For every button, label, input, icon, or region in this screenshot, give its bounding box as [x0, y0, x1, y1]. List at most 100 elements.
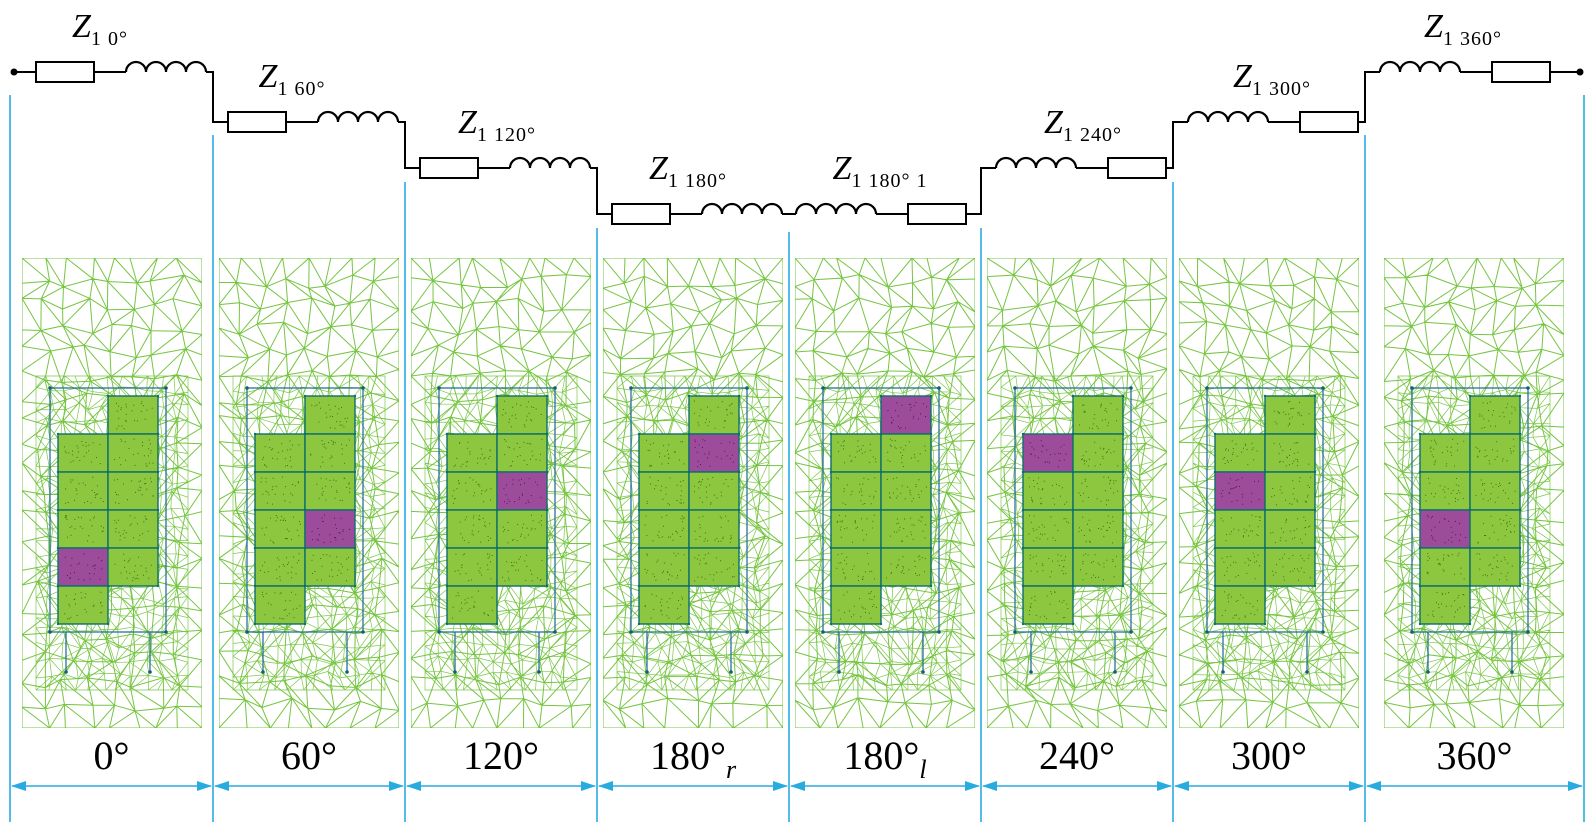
cell-speckle-texture — [644, 514, 685, 542]
cell-speckle-texture — [694, 477, 733, 505]
fem-mesh-7 — [1383, 257, 1565, 729]
highlighted-conductor-cell — [57, 547, 109, 587]
cell-speckle-texture — [64, 515, 104, 543]
cell-speckle-texture — [644, 592, 683, 620]
cell-speckle-texture — [1029, 554, 1067, 578]
conductor-cell — [254, 585, 306, 625]
cell-speckle-texture — [316, 477, 351, 501]
mesh-panel-1 — [218, 257, 400, 729]
cell-speckle-texture — [886, 477, 927, 502]
highlighted-conductor-cell — [304, 509, 356, 549]
conductor-cell — [1264, 509, 1316, 549]
panel-angle-label-7: 360° — [1436, 733, 1513, 778]
cell-speckle-texture — [1475, 438, 1515, 465]
cell-speckle-texture — [1028, 477, 1068, 505]
conductor-cell — [1072, 395, 1124, 435]
cell-speckle-texture — [646, 439, 685, 467]
conductor-cell — [496, 395, 548, 435]
conductor-cell — [688, 471, 740, 511]
fem-mesh-6 — [1178, 257, 1360, 729]
conductor-cell — [830, 471, 882, 511]
impedance-subscript: 1 180° 1 — [851, 169, 928, 192]
impedance-symbol: Z — [72, 8, 91, 45]
panel-angle-label-6: 300° — [1231, 733, 1307, 778]
cell-speckle-texture — [311, 402, 349, 429]
cell-speckle-texture — [1476, 553, 1513, 581]
conductor-cell — [638, 509, 690, 549]
impedance-subscript: 1 360° — [1442, 27, 1502, 50]
impedance-subscript: 1 180° — [667, 169, 727, 192]
cell-speckle-texture — [836, 477, 877, 505]
circuit-wires — [14, 71, 1580, 215]
cell-speckle-texture — [260, 553, 300, 581]
cell-speckle-texture — [502, 554, 543, 582]
conductor-cell — [1214, 433, 1266, 473]
impedance-symbol: Z — [458, 104, 477, 141]
conductor-cell — [304, 471, 356, 511]
conductor-cell — [1419, 547, 1471, 587]
highlighted-conductor-cell — [880, 395, 932, 435]
conductor-cell — [1022, 585, 1074, 625]
conductor-cell — [1214, 547, 1266, 587]
impedance-box — [1299, 111, 1359, 133]
cell-speckle-texture — [452, 590, 493, 619]
impedance-label-7: Z1 360° — [1424, 8, 1502, 50]
conductor-cell — [1264, 395, 1316, 435]
highlighted-conductor-cell — [496, 471, 548, 511]
conductor-cell — [1072, 547, 1124, 587]
impedance-box — [1107, 157, 1167, 179]
cell-speckle-texture — [1028, 591, 1069, 620]
terminal-dot — [10, 68, 18, 76]
impedance-box — [35, 61, 95, 83]
cell-speckle-texture — [837, 440, 877, 464]
slot-outline — [1013, 386, 1133, 674]
conductor-cell — [496, 509, 548, 549]
cell-speckle-texture — [64, 553, 103, 581]
mesh-panel-6 — [1178, 257, 1360, 729]
fem-mesh-3 — [602, 257, 784, 729]
conductor-cell — [1264, 433, 1316, 473]
slot-outline — [1205, 386, 1325, 674]
cell-speckle-texture — [1078, 476, 1119, 506]
cell-speckle-texture — [311, 554, 349, 582]
conductor-cell — [1214, 585, 1266, 625]
slot-outline — [437, 386, 557, 674]
conductor-cell — [1419, 585, 1471, 625]
conductor-cell — [1469, 547, 1521, 587]
cell-speckle-texture — [694, 400, 733, 429]
cell-speckle-texture — [114, 515, 149, 541]
fem-mesh-1 — [218, 257, 400, 729]
conductor-cell — [1419, 471, 1471, 511]
conductor-cell — [880, 433, 932, 473]
conductor-cell — [1022, 509, 1074, 549]
cell-speckle-texture — [887, 402, 927, 429]
cell-speckle-texture — [1427, 592, 1465, 618]
impedance-subscript: 1 120° — [476, 123, 536, 146]
cell-speckle-texture — [1271, 476, 1311, 506]
panel-angle-label-2: 120° — [463, 733, 539, 778]
conductor-cell — [446, 471, 498, 511]
mesh-panel-3 — [602, 257, 784, 729]
impedance-box — [907, 203, 967, 225]
cell-speckle-texture — [889, 516, 926, 542]
panel-angle-label-1: 60° — [281, 733, 337, 778]
panel-angle-label-4: 180°l — [843, 733, 927, 784]
fem-mesh-2 — [410, 257, 592, 729]
conductor-cell — [446, 509, 498, 549]
conductor-cell — [638, 547, 690, 587]
conductor-cell — [688, 395, 740, 435]
mesh-panel-5 — [986, 257, 1168, 729]
impedance-box — [227, 111, 287, 133]
cell-speckle-texture — [1080, 553, 1117, 581]
conductor-cell — [254, 509, 306, 549]
cell-speckle-texture — [694, 515, 732, 543]
conductor-cell — [1022, 547, 1074, 587]
conductor-cell — [688, 547, 740, 587]
highlighted-conductor-cell — [1022, 433, 1074, 473]
cell-speckle-texture — [1479, 401, 1516, 429]
cell-speckle-texture — [838, 591, 877, 620]
cell-speckle-texture — [1079, 403, 1118, 429]
conductor-cell — [830, 547, 882, 587]
impedance-symbol: Z — [1424, 8, 1443, 45]
